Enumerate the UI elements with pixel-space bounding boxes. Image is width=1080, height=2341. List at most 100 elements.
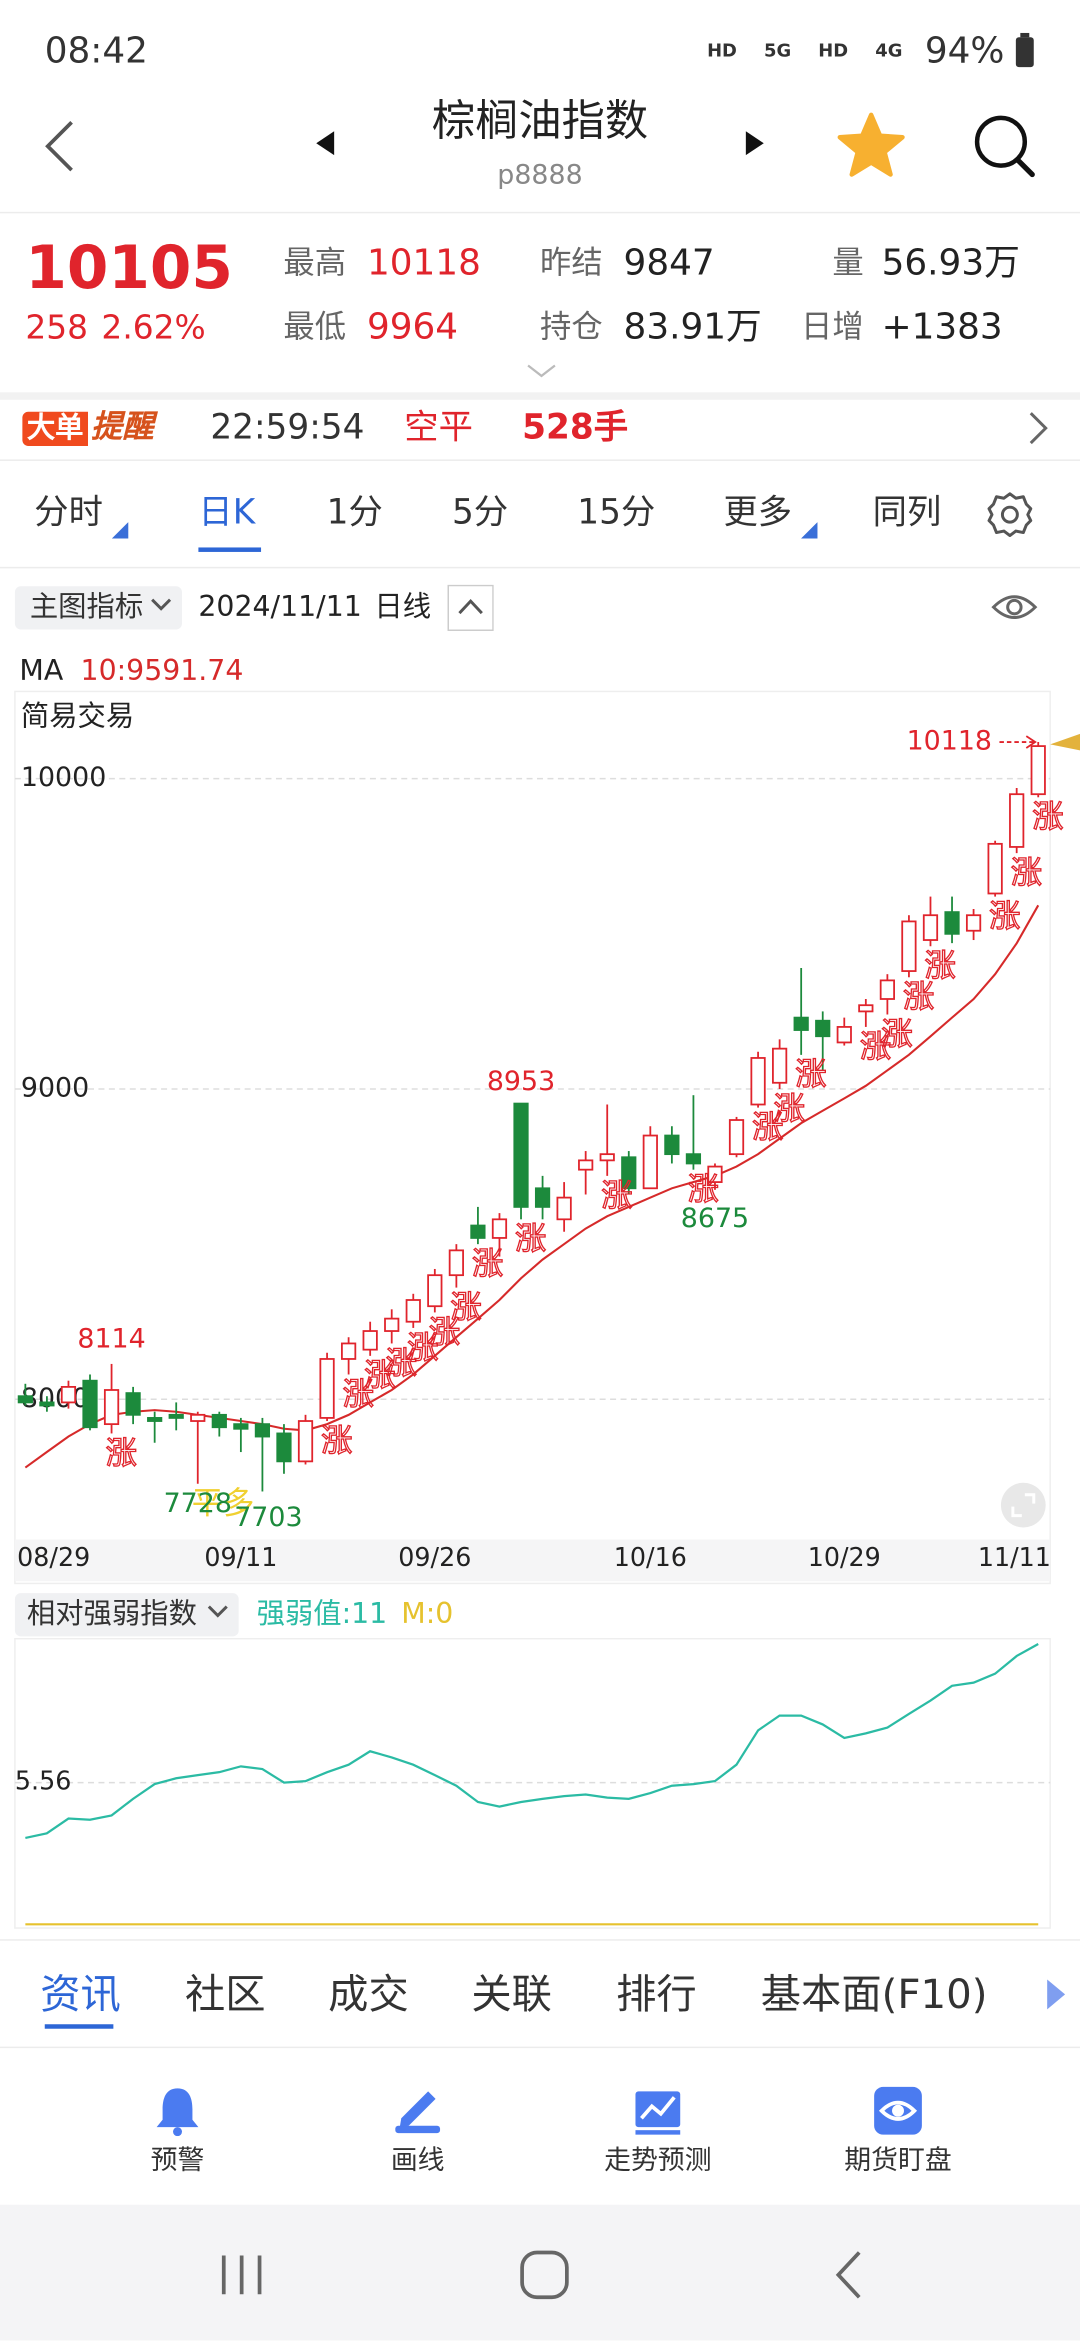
signal-label: 涨	[515, 1221, 546, 1257]
stat-label: 昨结	[540, 244, 603, 281]
x-axis-band	[14, 1539, 1051, 1582]
expand-chevron[interactable]	[525, 362, 558, 380]
ma-name: MA	[19, 654, 64, 688]
tool-label[interactable]: 画线	[390, 2145, 445, 2177]
period-tab[interactable]: 同列	[872, 493, 942, 533]
candle-body	[103, 1389, 120, 1426]
info-tab[interactable]: 关联	[471, 1972, 552, 2019]
search-button[interactable]	[971, 113, 1037, 179]
candle-body	[125, 1392, 141, 1416]
info-tab[interactable]: 社区	[184, 1972, 266, 2019]
candle-body	[319, 1358, 335, 1419]
info-tab[interactable]: 成交	[328, 1972, 409, 2019]
next-button[interactable]	[743, 130, 767, 157]
candle-body	[685, 1153, 702, 1165]
watch-icon[interactable]	[873, 2085, 924, 2136]
signal-label: 涨	[860, 1029, 891, 1065]
info-tab[interactable]: 基本面(F10)	[760, 1972, 988, 2019]
stat-label: 日增	[801, 308, 864, 345]
recent-apps-button[interactable]	[218, 2252, 266, 2297]
home-button[interactable]	[519, 2250, 570, 2301]
signal-label: 涨	[106, 1435, 137, 1471]
stat-value: 9964	[366, 305, 459, 348]
alert-more[interactable]	[1026, 410, 1050, 446]
period-tab[interactable]: 5分	[451, 493, 509, 533]
collapse-button[interactable]	[447, 584, 494, 631]
x-tick-label: 09/26	[398, 1542, 471, 1572]
forecast-icon[interactable]	[632, 2085, 683, 2136]
y-tick-label: 5.56	[15, 1766, 71, 1796]
extreme-label: 10118	[907, 726, 992, 757]
dropdown-chevron	[151, 598, 172, 611]
candle-body	[17, 1395, 33, 1404]
candle-body	[491, 1218, 508, 1239]
alert-icon[interactable]	[154, 2085, 202, 2137]
tool-label[interactable]: 预警	[150, 2145, 205, 2177]
signal-label: 涨	[407, 1330, 438, 1366]
period-tab[interactable]: 分时	[34, 493, 103, 533]
strategy-label: 简易交易	[21, 700, 134, 733]
price-change-pct: 2.62%	[101, 310, 206, 348]
tab-dropdown-mark	[111, 522, 129, 539]
prev-button[interactable]	[313, 130, 337, 157]
signal-label: 平多	[192, 1486, 255, 1522]
candle-body	[448, 1249, 464, 1277]
alert-time: 22:59:54	[210, 408, 365, 448]
x-tick-label: 09/11	[204, 1542, 277, 1572]
chart-frame	[14, 690, 1051, 1585]
visibility-button[interactable]	[990, 589, 1038, 625]
stat-label: 持仓	[540, 308, 603, 345]
period-tab-active[interactable]: 日K	[198, 493, 256, 533]
favorite-button[interactable]	[837, 112, 906, 178]
back-button[interactable]	[42, 119, 81, 173]
signal-label: 涨	[472, 1246, 503, 1282]
settings-button[interactable]	[986, 491, 1034, 539]
candle-body	[82, 1379, 98, 1429]
divider	[0, 1939, 1080, 1941]
divider	[0, 211, 1080, 214]
candle-body	[815, 1019, 831, 1038]
candle-body	[987, 842, 1003, 895]
candle-body	[944, 911, 960, 935]
period-tab[interactable]: 15分	[577, 493, 656, 533]
stat-value: 10118	[366, 241, 481, 284]
back-nav-button[interactable]	[832, 2250, 865, 2301]
alert-action: 空平	[404, 408, 473, 448]
tool-label[interactable]: 期货盯盘	[844, 2145, 952, 2177]
signal-label: 涨	[364, 1358, 395, 1394]
indicator-button[interactable]	[14, 586, 182, 630]
strength-chart: 5.56	[14, 1637, 1051, 1929]
sub-indicator-button[interactable]	[14, 1593, 239, 1637]
info-tab-active[interactable]: 资讯	[40, 1972, 121, 2019]
battery-icon	[1015, 32, 1034, 68]
extreme-label: 8675	[681, 1203, 749, 1234]
legend-entry: 强弱值:11	[256, 1597, 388, 1631]
period-tab[interactable]: 更多	[723, 493, 793, 533]
draw-icon[interactable]	[392, 2085, 443, 2136]
period-tab[interactable]: 1分	[326, 493, 383, 533]
status-network: HD 5G HD 4G	[707, 40, 903, 62]
divider	[0, 392, 1080, 400]
ma-label: 10:9591.74	[80, 654, 244, 688]
info-tab[interactable]: 排行	[616, 1972, 697, 2019]
tab-underline	[44, 2024, 114, 2029]
indicator-button-label: 主图指标	[29, 590, 144, 624]
tabs-scroll-right[interactable]	[1044, 1977, 1068, 2013]
tool-label[interactable]: 走势预测	[604, 2145, 712, 2177]
signal-label: 涨	[752, 1109, 783, 1145]
status-battery: 94%	[924, 29, 1005, 72]
stat-value: 9847	[623, 241, 715, 284]
signal-label: 涨	[903, 979, 934, 1015]
fullscreen-button[interactable]	[1000, 1482, 1046, 1528]
chart-period: 日线	[374, 590, 432, 624]
signal-label: 涨	[450, 1289, 481, 1325]
signal-label: 涨	[1032, 799, 1063, 835]
candle-body	[793, 1016, 809, 1031]
tab-dropdown-mark	[801, 522, 818, 539]
candle-body	[750, 1057, 766, 1106]
stat-label: 最低	[283, 308, 347, 345]
candle-body	[427, 1274, 443, 1308]
candle-body	[1030, 745, 1046, 796]
extreme-label: 7703	[234, 1502, 302, 1533]
